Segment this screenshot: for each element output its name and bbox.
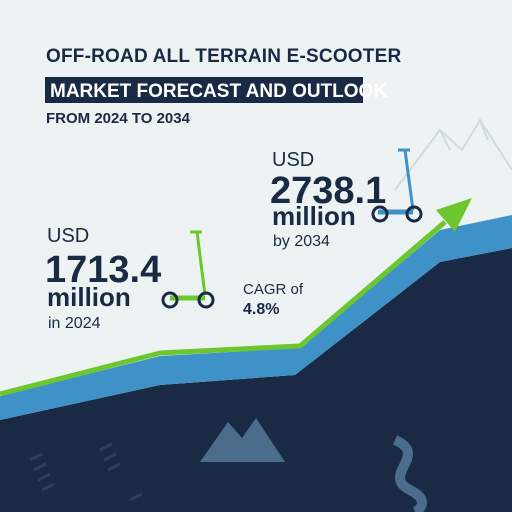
highlight-title: MARKET FORECAST AND OUTLOOK bbox=[50, 81, 387, 102]
tire-tracks bbox=[29, 442, 143, 502]
cagr-label: CAGR of bbox=[243, 281, 304, 298]
arrow-head bbox=[436, 198, 472, 232]
highlight-box bbox=[45, 77, 363, 103]
start-unit: million bbox=[47, 282, 131, 312]
title: OFF-ROAD ALL TERRAIN E-SCOOTER bbox=[46, 46, 401, 67]
start-currency: USD bbox=[47, 225, 89, 247]
subtitle: FROM 2024 TO 2034 bbox=[46, 110, 191, 127]
cagr-value: 4.8% bbox=[243, 301, 279, 318]
mountain-icon bbox=[200, 418, 285, 462]
end-unit: million bbox=[272, 201, 356, 231]
end-currency: USD bbox=[272, 149, 314, 171]
start-period: in 2024 bbox=[48, 315, 101, 332]
background-mountains bbox=[394, 118, 512, 191]
scooter-icon bbox=[161, 230, 215, 309]
end-value: 2738.1 bbox=[270, 170, 386, 212]
end-period: by 2034 bbox=[273, 233, 330, 250]
blue-band bbox=[0, 215, 512, 420]
scooter-icon bbox=[371, 148, 423, 223]
dark-area bbox=[0, 248, 512, 512]
river bbox=[392, 435, 427, 512]
start-value: 1713.4 bbox=[45, 249, 161, 291]
growth-line bbox=[0, 220, 447, 397]
